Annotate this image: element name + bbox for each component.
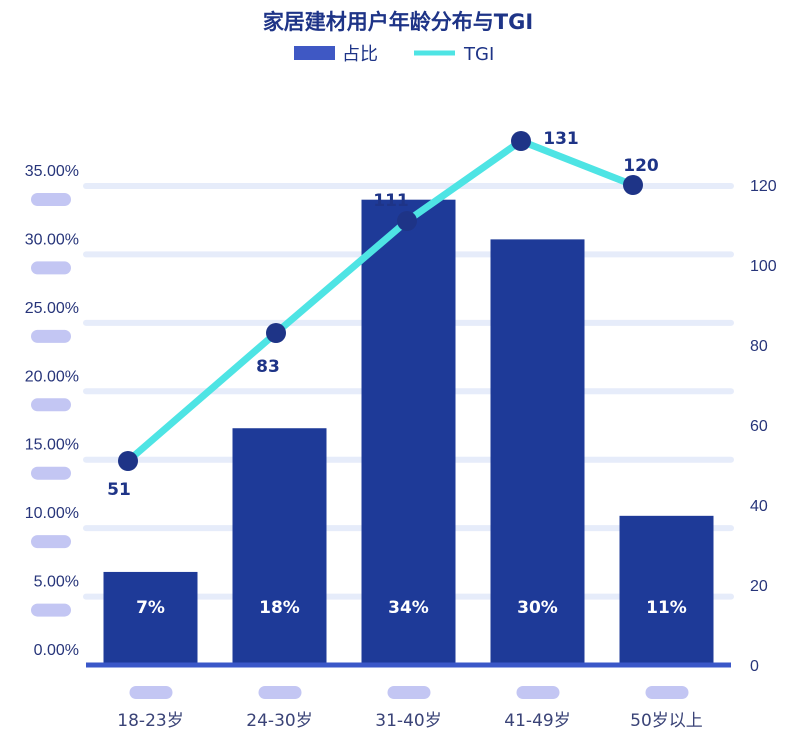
right-tick-label: 60 [750, 418, 768, 435]
tick-pill [31, 398, 71, 412]
legend-line-label: TGI [463, 44, 494, 65]
bar [361, 199, 456, 665]
tgi-value-label: 83 [256, 357, 280, 377]
x-tick-pill [258, 686, 302, 699]
x-tick-pill [129, 686, 173, 699]
bar [619, 515, 714, 665]
bar-value-label: 30% [517, 598, 558, 618]
bar-value-label: 11% [646, 598, 687, 618]
bar-value-label: 18% [259, 598, 300, 618]
x-tick-label: 18-23岁 [117, 711, 183, 731]
x-tick-pill [645, 686, 689, 699]
tgi-value-label: 120 [623, 156, 659, 176]
left-tick-label: 10.00% [25, 505, 79, 522]
bar-value-label: 34% [388, 598, 429, 618]
bar-series [103, 199, 714, 666]
bar [232, 428, 327, 665]
tick-pill [31, 193, 71, 206]
right-tick-label: 100 [750, 258, 777, 275]
bar-value-label: 7% [136, 598, 165, 618]
left-tick-label: 25.00% [25, 300, 79, 317]
right-tick-label: 40 [750, 498, 768, 515]
x-tick-pill [387, 686, 431, 699]
bar [490, 239, 585, 666]
left-tick-label: 20.00% [25, 368, 79, 385]
legend-bar-swatch [294, 46, 335, 60]
tick-pill [31, 329, 71, 343]
right-tick-label: 0 [750, 658, 759, 675]
left-tick-label: 5.00% [34, 574, 79, 591]
tick-pill [31, 535, 71, 549]
x-tick-label: 50岁以上 [630, 711, 703, 731]
tgi-point [397, 211, 417, 231]
left-tick-label: 30.00% [25, 231, 79, 248]
tick-pill [31, 261, 71, 275]
legend-bar-label: 占比 [342, 44, 378, 65]
x-tick-label: 41-49岁 [504, 711, 570, 731]
left-tick-label: 35.00% [25, 163, 79, 180]
tgi-point [511, 131, 531, 151]
tgi-value-label: 51 [107, 480, 131, 500]
x-axis: 18-23岁 24-30岁 31-40岁 41-49岁 50岁以上 [117, 686, 703, 731]
chart-title: 家居建材用户年龄分布与TGI [263, 10, 533, 34]
tick-pill [31, 603, 71, 617]
tgi-point [118, 451, 138, 471]
right-tick-label: 80 [750, 338, 768, 355]
right-axis: 0 20 40 60 80 100 120 [750, 178, 777, 675]
bar [103, 571, 198, 665]
left-tick-label: 15.00% [25, 437, 79, 454]
bar-value-labels: 7% 18% 34% 30% 11% [136, 598, 687, 618]
left-axis: 0.00% 5.00% 10.00% 15.00% 20.00% 25.00% 30.00%… [25, 163, 79, 659]
x-tick-label: 31-40岁 [375, 711, 441, 731]
right-tick-label: 120 [750, 178, 777, 195]
tgi-line-series: 51 83 111 131 120 [107, 129, 659, 500]
legend: 占比 TGI [294, 44, 494, 65]
tgi-value-label: 131 [543, 129, 579, 149]
tgi-value-label: 111 [373, 191, 409, 211]
x-tick-pill [516, 686, 560, 699]
right-tick-label: 20 [750, 578, 768, 595]
left-tick-label: 0.00% [34, 642, 79, 659]
tick-pill [31, 466, 71, 480]
tgi-point [266, 323, 286, 343]
x-tick-label: 24-30岁 [246, 711, 312, 731]
tgi-point [623, 175, 643, 195]
